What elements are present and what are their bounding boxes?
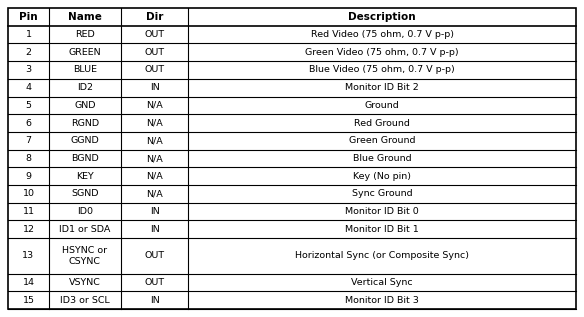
Text: BGND: BGND	[71, 154, 99, 163]
Text: Vertical Sync: Vertical Sync	[351, 278, 413, 287]
Text: Monitor ID Bit 0: Monitor ID Bit 0	[345, 207, 419, 216]
Text: OUT: OUT	[144, 278, 165, 287]
Text: 14: 14	[22, 278, 34, 287]
Text: Monitor ID Bit 3: Monitor ID Bit 3	[345, 296, 419, 305]
Text: Monitor ID Bit 2: Monitor ID Bit 2	[345, 83, 419, 92]
Text: Horizontal Sync (or Composite Sync): Horizontal Sync (or Composite Sync)	[295, 251, 469, 260]
Text: ID0: ID0	[77, 207, 93, 216]
Text: GREEN: GREEN	[69, 48, 101, 57]
Text: Red Ground: Red Ground	[354, 119, 410, 127]
Text: 2: 2	[26, 48, 32, 57]
Text: 9: 9	[26, 172, 32, 181]
Text: Blue Video (75 ohm, 0.7 V p-p): Blue Video (75 ohm, 0.7 V p-p)	[309, 66, 455, 74]
Text: Name: Name	[68, 12, 102, 22]
Text: 10: 10	[22, 190, 34, 198]
Text: OUT: OUT	[144, 251, 165, 260]
Text: N/A: N/A	[146, 136, 163, 145]
Text: Red Video (75 ohm, 0.7 V p-p): Red Video (75 ohm, 0.7 V p-p)	[311, 30, 454, 39]
Text: 13: 13	[22, 251, 34, 260]
Text: RGND: RGND	[71, 119, 99, 127]
Text: N/A: N/A	[146, 190, 163, 198]
Text: Dir: Dir	[146, 12, 164, 22]
Text: KEY: KEY	[76, 172, 94, 181]
Text: 11: 11	[22, 207, 34, 216]
Text: OUT: OUT	[144, 30, 165, 39]
Text: N/A: N/A	[146, 154, 163, 163]
Text: HSYNC or
CSYNC: HSYNC or CSYNC	[62, 246, 107, 266]
Text: N/A: N/A	[146, 172, 163, 181]
Text: 8: 8	[26, 154, 32, 163]
Text: OUT: OUT	[144, 48, 165, 57]
Text: IN: IN	[150, 207, 159, 216]
Text: 6: 6	[26, 119, 32, 127]
Text: 15: 15	[22, 296, 34, 305]
Text: Description: Description	[348, 12, 416, 22]
Text: ID3 or SCL: ID3 or SCL	[60, 296, 110, 305]
Text: Green Video (75 ohm, 0.7 V p-p): Green Video (75 ohm, 0.7 V p-p)	[305, 48, 459, 57]
Text: RED: RED	[75, 30, 95, 39]
Text: 7: 7	[26, 136, 32, 145]
Text: OUT: OUT	[144, 66, 165, 74]
Text: BLUE: BLUE	[73, 66, 97, 74]
Text: VSYNC: VSYNC	[69, 278, 101, 287]
Text: N/A: N/A	[146, 101, 163, 110]
Text: Sync Ground: Sync Ground	[352, 190, 412, 198]
Text: 4: 4	[26, 83, 32, 92]
Text: Pin: Pin	[19, 12, 38, 22]
Text: GGND: GGND	[71, 136, 99, 145]
Text: IN: IN	[150, 83, 159, 92]
Text: N/A: N/A	[146, 119, 163, 127]
Text: Key (No pin): Key (No pin)	[353, 172, 411, 181]
Text: Blue Ground: Blue Ground	[353, 154, 411, 163]
Text: Ground: Ground	[364, 101, 399, 110]
Text: 5: 5	[26, 101, 32, 110]
Text: IN: IN	[150, 225, 159, 234]
Text: Green Ground: Green Ground	[349, 136, 415, 145]
Text: 1: 1	[26, 30, 32, 39]
Text: Monitor ID Bit 1: Monitor ID Bit 1	[345, 225, 419, 234]
Text: ID1 or SDA: ID1 or SDA	[60, 225, 110, 234]
Text: 3: 3	[25, 66, 32, 74]
Text: ID2: ID2	[77, 83, 93, 92]
Text: IN: IN	[150, 296, 159, 305]
Text: GND: GND	[74, 101, 96, 110]
Text: 12: 12	[22, 225, 34, 234]
Text: SGND: SGND	[71, 190, 99, 198]
